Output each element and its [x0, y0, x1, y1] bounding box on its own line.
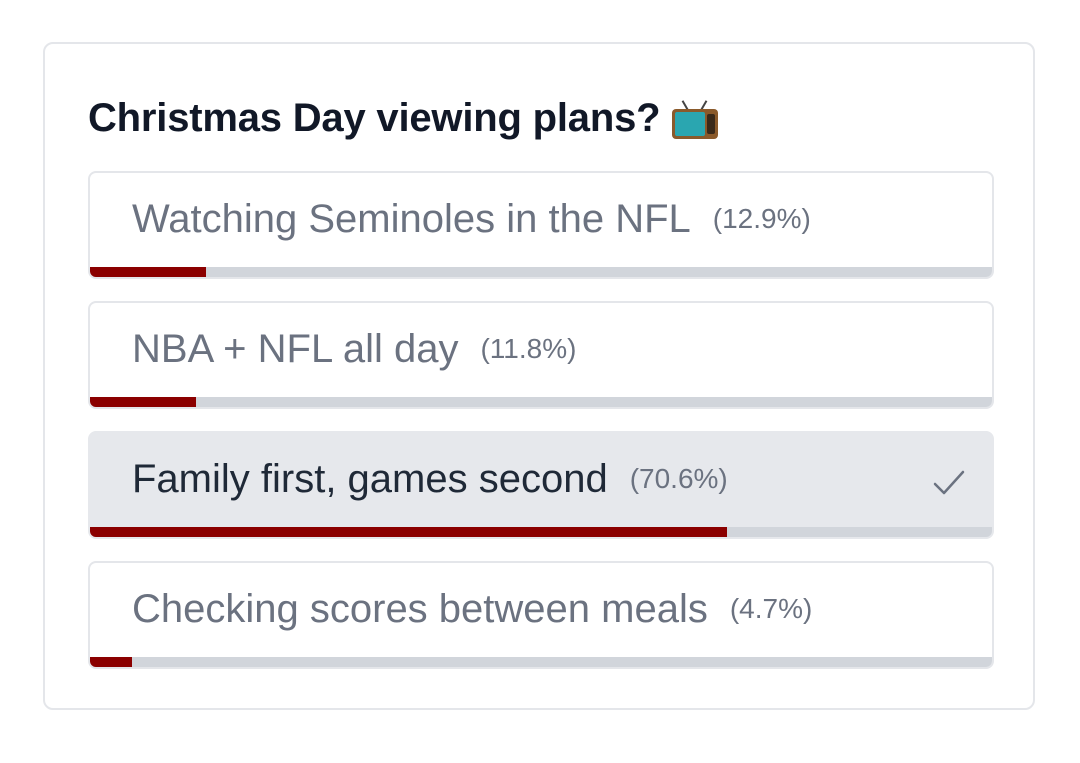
poll-option-1[interactable]: Watching Seminoles in the NFL (12.9%) — [88, 171, 994, 279]
poll-option-4[interactable]: Checking scores between meals (4.7%) — [88, 561, 994, 669]
poll-option-percent: (12.9%) — [712, 203, 811, 234]
television-icon — [672, 99, 719, 139]
poll-option-bar-fill — [90, 397, 197, 407]
poll-option-bar-fill — [90, 527, 727, 537]
poll-option-2[interactable]: NBA + NFL all day (11.8%) — [88, 301, 994, 409]
poll-option-bar-track — [90, 527, 992, 537]
poll-option-label: Watching Seminoles in the NFL — [132, 196, 691, 241]
poll-option-label: Checking scores between meals — [132, 586, 708, 631]
poll-option-percent: (11.8%) — [480, 333, 577, 364]
poll-option-percent: (70.6%) — [629, 463, 728, 494]
poll-option-bar-track — [90, 267, 992, 277]
poll-option-bar-track — [90, 397, 992, 407]
poll-card: Christmas Day viewing plans? Watching Se… — [43, 42, 1035, 710]
poll-option-bar-fill — [90, 267, 207, 277]
poll-option-3[interactable]: Family first, games second (70.6%) — [88, 431, 994, 539]
poll-option-label: Family first, games second — [132, 456, 608, 501]
poll-option-percent: (4.7%) — [729, 593, 813, 624]
poll-option-bar-fill — [90, 657, 133, 667]
poll-option-label: NBA + NFL all day — [132, 326, 459, 371]
checkmark-icon — [933, 470, 965, 495]
poll-title-text: Christmas Day viewing plans? — [88, 96, 661, 140]
poll-option-bar-track — [90, 657, 992, 667]
poll-title: Christmas Day viewing plans? — [88, 96, 719, 141]
